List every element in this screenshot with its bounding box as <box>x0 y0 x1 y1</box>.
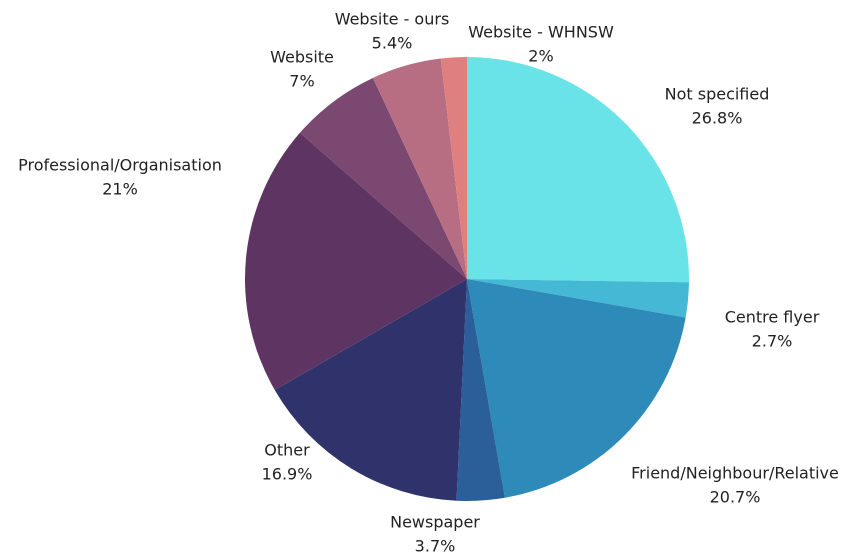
slice-label: Newspaper <box>390 513 480 532</box>
pie-slice <box>372 58 467 280</box>
pie-slice <box>467 57 689 283</box>
pie-slice <box>245 132 467 390</box>
slice-label: Friend/Neighbour/Relative <box>631 464 839 483</box>
slice-label: Website - WHNSW <box>468 23 614 42</box>
slice-value-label: 20.7% <box>710 488 761 507</box>
pie-slice <box>467 279 686 498</box>
pie-slice <box>456 279 505 501</box>
slice-label: Not specified <box>665 85 770 104</box>
slice-value-label: 21% <box>102 180 138 199</box>
slice-value-label: 2% <box>528 47 553 66</box>
slice-value-label: 2.7% <box>752 332 793 351</box>
pie-slice <box>274 279 467 501</box>
slice-value-label: 5.4% <box>372 34 413 53</box>
slice-label: Website - ours <box>335 10 450 29</box>
slice-value-label: 3.7% <box>415 537 456 554</box>
slice-label: Other <box>264 441 310 460</box>
slice-label: Professional/Organisation <box>18 156 222 175</box>
pie-slice <box>299 77 467 279</box>
slice-value-label: 26.8% <box>692 109 743 128</box>
slice-label: Centre flyer <box>725 308 820 327</box>
slice-label: Website <box>270 48 334 67</box>
slice-value-label: 16.9% <box>262 465 313 484</box>
slice-value-label: 7% <box>289 72 314 91</box>
pie-slice <box>467 279 689 318</box>
pie-slice <box>440 57 467 279</box>
